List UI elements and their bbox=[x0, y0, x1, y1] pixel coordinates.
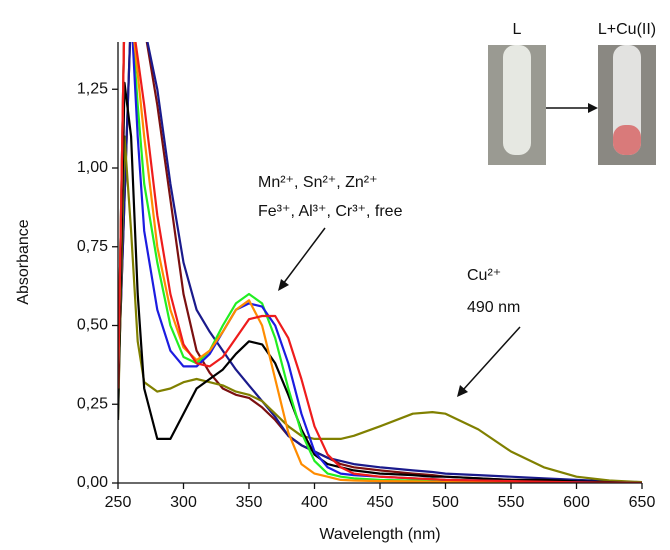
x-tick-label: 250 bbox=[105, 494, 132, 511]
spectrum-line bbox=[118, 42, 642, 483]
tube-left bbox=[503, 45, 531, 155]
y-axis-label: Absorbance bbox=[15, 219, 32, 304]
x-tick-label: 300 bbox=[170, 494, 197, 511]
inset-arrowhead bbox=[588, 103, 598, 113]
spectrum-line bbox=[118, 42, 642, 483]
annotation-arrow bbox=[282, 227, 326, 285]
x-tick-label: 600 bbox=[563, 494, 590, 511]
x-tick-label: 500 bbox=[432, 494, 459, 511]
spectrum-line bbox=[118, 42, 642, 483]
tube-right-liquid bbox=[613, 125, 641, 155]
x-tick-label: 550 bbox=[498, 494, 525, 511]
annotation-arrowhead bbox=[278, 279, 289, 291]
annotation: Cu²⁺ bbox=[467, 267, 501, 284]
annotation-arrowhead bbox=[457, 385, 468, 397]
x-axis-label: Wavelength (nm) bbox=[319, 526, 440, 543]
x-tick-label: 650 bbox=[629, 494, 656, 511]
spectrum-line bbox=[118, 135, 642, 483]
y-tick-label: 0,75 bbox=[77, 238, 108, 255]
spectrum-line bbox=[118, 81, 642, 483]
x-tick-label: 350 bbox=[236, 494, 263, 511]
y-tick-label: 0,25 bbox=[77, 395, 108, 412]
y-tick-label: 1,25 bbox=[77, 80, 108, 97]
annotation: 490 nm bbox=[467, 299, 520, 316]
spectrum-line bbox=[118, 42, 642, 483]
inset-label: L+Cu(II) bbox=[598, 21, 656, 38]
y-tick-label: 0,00 bbox=[77, 474, 108, 491]
plot-area bbox=[118, 42, 642, 483]
x-tick-label: 450 bbox=[367, 494, 394, 511]
annotation: Mn²⁺, Sn²⁺, Zn²⁺ bbox=[258, 174, 378, 191]
spectrum-line bbox=[118, 42, 642, 483]
inset-photo bbox=[488, 45, 656, 165]
x-tick-label: 400 bbox=[301, 494, 328, 511]
y-tick-label: 0,50 bbox=[77, 317, 108, 334]
spectrum-line bbox=[118, 42, 642, 483]
y-tick-label: 1,00 bbox=[77, 159, 108, 176]
annotation-arrow bbox=[462, 326, 521, 391]
annotation: Fe³⁺, Al³⁺, Cr³⁺, free bbox=[258, 203, 403, 220]
inset-label: L bbox=[513, 21, 522, 38]
